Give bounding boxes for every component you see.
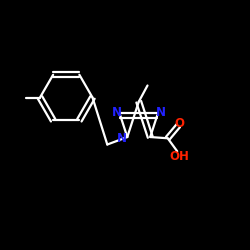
Text: OH: OH — [169, 150, 189, 163]
Text: N: N — [117, 132, 127, 145]
Text: O: O — [174, 117, 184, 130]
Text: N: N — [112, 106, 122, 119]
Text: N: N — [156, 106, 166, 119]
